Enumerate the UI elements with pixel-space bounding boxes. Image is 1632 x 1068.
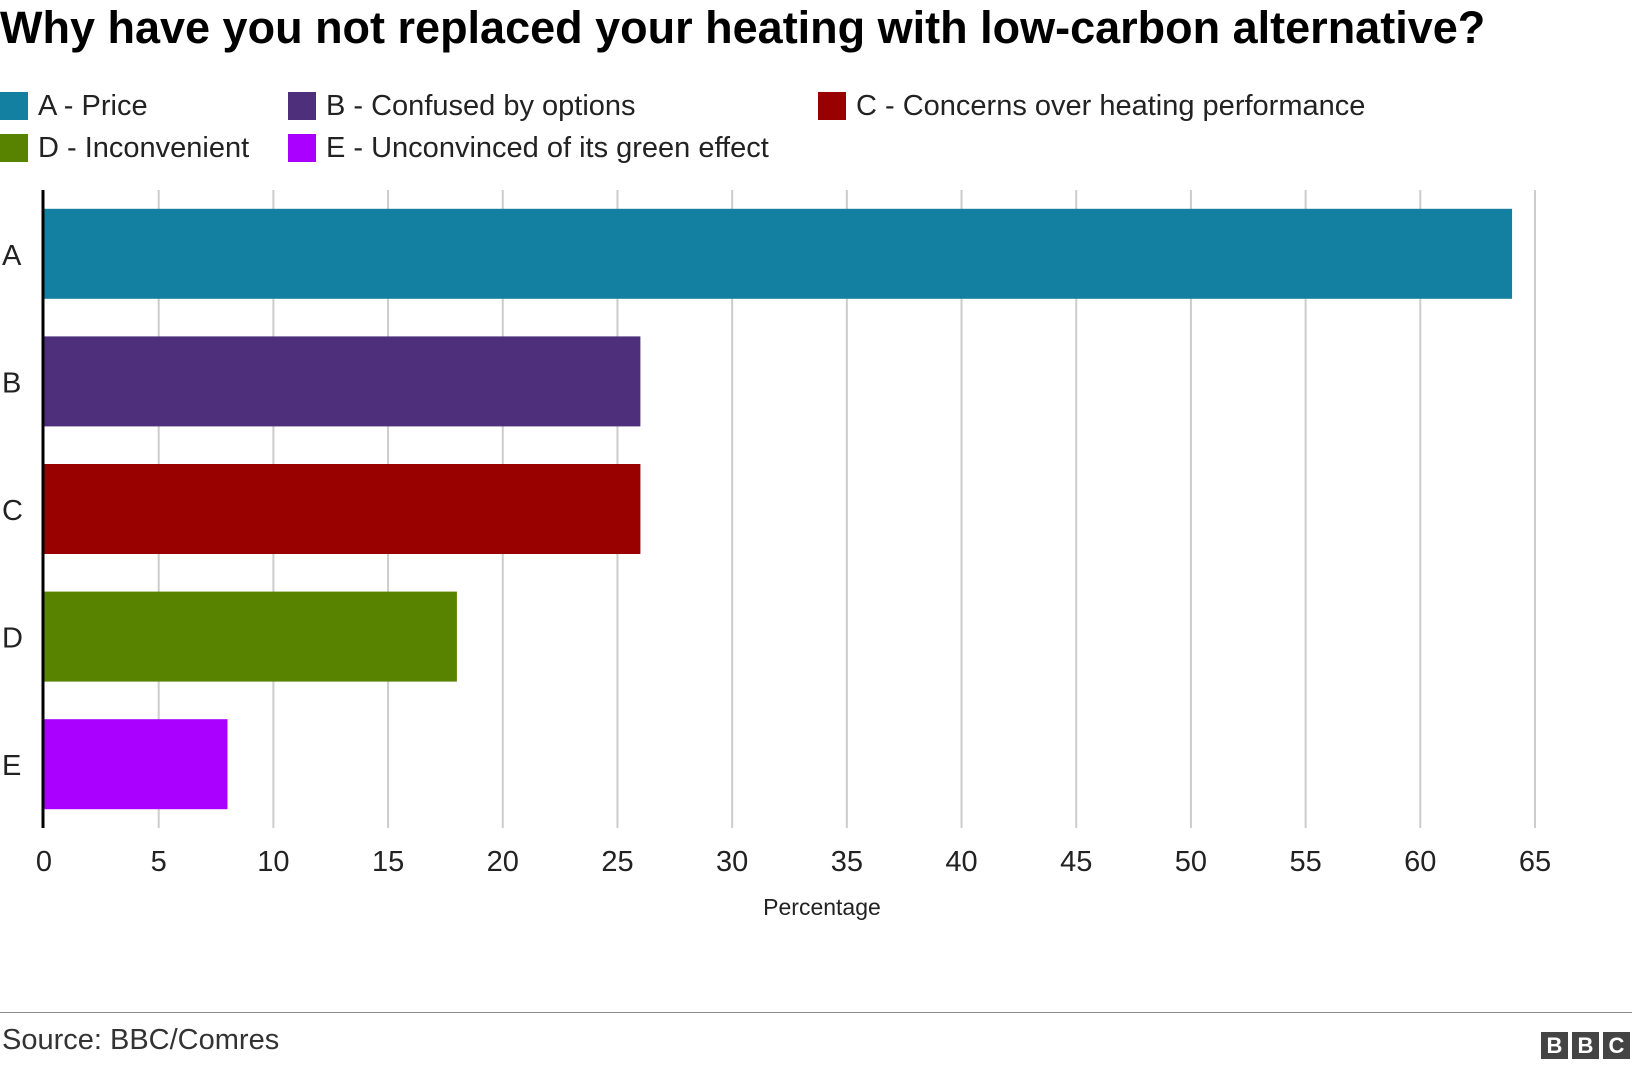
category-label-d: D [2,623,23,655]
legend-label-b: B - Confused by options [326,89,636,122]
legend-swatch-d [0,134,28,162]
x-tick-label-30: 30 [716,846,748,878]
legend-label-e: E - Unconvinced of its green effect [326,131,769,164]
legend-item-a: A - Price [0,86,148,126]
x-tick-label-35: 35 [831,846,863,878]
legend-swatch-c [818,92,846,120]
bar-chart: A B C D E 0 5 10 15 20 25 30 35 40 45 50 55 60 65 Percentag… [2,190,1551,920]
logo-letter-2: B [1572,1032,1599,1059]
legend-label-a: A - Price [38,89,148,122]
bar-d [44,591,457,682]
logo-letter-1: B [1541,1032,1568,1059]
x-tick-label-50: 50 [1175,846,1207,878]
bar-b [44,336,641,427]
logo-letter-3: C [1603,1032,1630,1059]
source-note: Source: BBC/Comres [2,1024,280,1056]
legend-item-e: E - Unconvinced of its green effect [288,128,769,168]
legend: A - Price B - Confused by options C - Co… [0,86,1632,176]
legend-item-b: B - Confused by options [288,86,636,126]
bar-a [44,208,1513,299]
legend-item-d: D - Inconvenient [0,128,249,168]
x-tick-label-5: 5 [151,846,167,878]
category-label-b: B [2,367,21,399]
x-tick-label-40: 40 [945,846,977,878]
legend-label-d: D - Inconvenient [38,131,250,164]
footer-divider [0,1012,1632,1013]
legend-swatch-e [288,134,316,162]
bar-e [44,719,228,810]
category-label-c: C [2,495,23,527]
x-tick-label-60: 60 [1404,846,1436,878]
x-tick-label-0: 0 [36,846,52,878]
x-tick-label-25: 25 [601,846,633,878]
bbc-logo: B B C [1541,1032,1630,1059]
x-tick-label-20: 20 [487,846,519,878]
x-axis-label: Percentage [763,894,881,920]
legend-swatch-b [288,92,316,120]
x-tick-label-55: 55 [1289,846,1321,878]
legend-item-c: C - Concerns over heating performance [818,86,1365,126]
category-label-a: A [2,240,22,272]
x-tick-label-10: 10 [257,846,289,878]
x-tick-label-45: 45 [1060,846,1092,878]
x-tick-label-65: 65 [1519,846,1551,878]
x-tick-label-15: 15 [372,846,404,878]
category-label-e: E [2,750,21,782]
legend-swatch-a [0,92,28,120]
chart-title: Why have you not replaced your heating w… [0,2,1486,53]
legend-label-c: C - Concerns over heating performance [856,89,1366,122]
bar-c [44,464,641,554]
